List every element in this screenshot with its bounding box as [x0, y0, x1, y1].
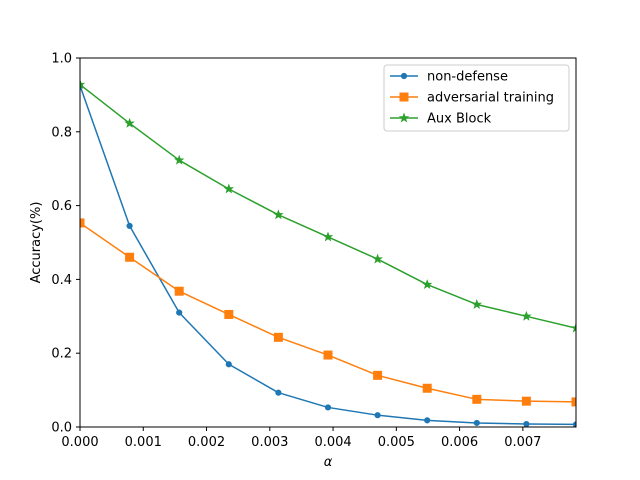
data-point: [176, 309, 183, 316]
data-point: [126, 222, 133, 229]
data-point: [125, 252, 135, 262]
data-point: [223, 183, 235, 194]
x-tick-label: 0.001: [125, 435, 162, 450]
legend-box: [383, 64, 570, 132]
series-aux-block: [80, 79, 576, 333]
series-adversarial-training: [80, 218, 576, 407]
y-axis-label: Accuracy(%): [29, 202, 44, 284]
data-point: [521, 310, 532, 321]
data-point: [424, 417, 431, 424]
legend-marker: [399, 92, 409, 102]
y-tick-label: 0.2: [51, 347, 72, 362]
data-point: [571, 397, 576, 407]
x-tick-label: 0.000: [61, 435, 98, 450]
x-tick-label: 0.007: [504, 435, 541, 450]
data-point: [572, 421, 576, 427]
data-point: [372, 253, 383, 264]
legend: non-defense adversarial training Aux Block: [383, 64, 570, 132]
y-tick-label: 0.6: [51, 199, 72, 214]
y-tick-label: 0.0: [51, 421, 72, 436]
data-point: [80, 218, 85, 228]
legend-marker: [400, 72, 408, 80]
y-tick-label: 0.8: [51, 125, 72, 140]
y-axis-ticks: 0.0 0.2 0.4 0.6 0.8 1.0: [51, 52, 80, 436]
series-line: [80, 85, 576, 426]
legend-marker: [398, 112, 410, 123]
data-point: [472, 394, 482, 404]
x-axis-label: α: [324, 455, 333, 470]
x-tick-label: 0.006: [441, 435, 478, 450]
data-point: [225, 361, 232, 368]
legend-label: non-defense: [427, 70, 508, 85]
data-point: [273, 209, 284, 220]
y-tick-label: 1.0: [51, 52, 72, 67]
data-point: [374, 412, 381, 419]
x-tick-label: 0.005: [378, 435, 415, 450]
data-point: [324, 404, 332, 411]
x-tick-label: 0.003: [251, 435, 288, 450]
data-point: [523, 420, 530, 427]
legend-entry: non-defense: [390, 70, 508, 85]
data-point: [323, 350, 333, 360]
data-point: [570, 322, 576, 333]
data-point: [421, 279, 433, 289]
data-point: [422, 383, 432, 393]
y-tick-label: 0.4: [51, 273, 72, 288]
data-point: [322, 231, 334, 242]
x-tick-label: 0.004: [314, 435, 351, 450]
data-point: [521, 396, 531, 406]
data-point: [471, 299, 482, 309]
data-point: [174, 286, 184, 296]
plot-frame: [79, 57, 577, 428]
legend-entry: adversarial training: [390, 91, 554, 106]
data-point: [473, 419, 480, 427]
data-point: [173, 154, 185, 165]
legend-label: Aux Block: [427, 112, 492, 127]
data-point: [273, 332, 283, 342]
x-axis-ticks: 0.000 0.001 0.002 0.003 0.004 0.005 0.006 0.007: [61, 427, 541, 450]
x-tick-label: 0.002: [188, 435, 225, 450]
data-point: [275, 389, 282, 396]
series-line: [80, 222, 576, 403]
data-point: [80, 79, 86, 89]
data-point: [224, 309, 234, 319]
data-point: [124, 117, 135, 128]
series-non-defense: [80, 82, 576, 427]
data-point: [373, 370, 383, 380]
legend-entry: Aux Block: [390, 112, 492, 127]
legend-label: adversarial training: [427, 91, 554, 106]
plot-marks: [80, 79, 576, 427]
